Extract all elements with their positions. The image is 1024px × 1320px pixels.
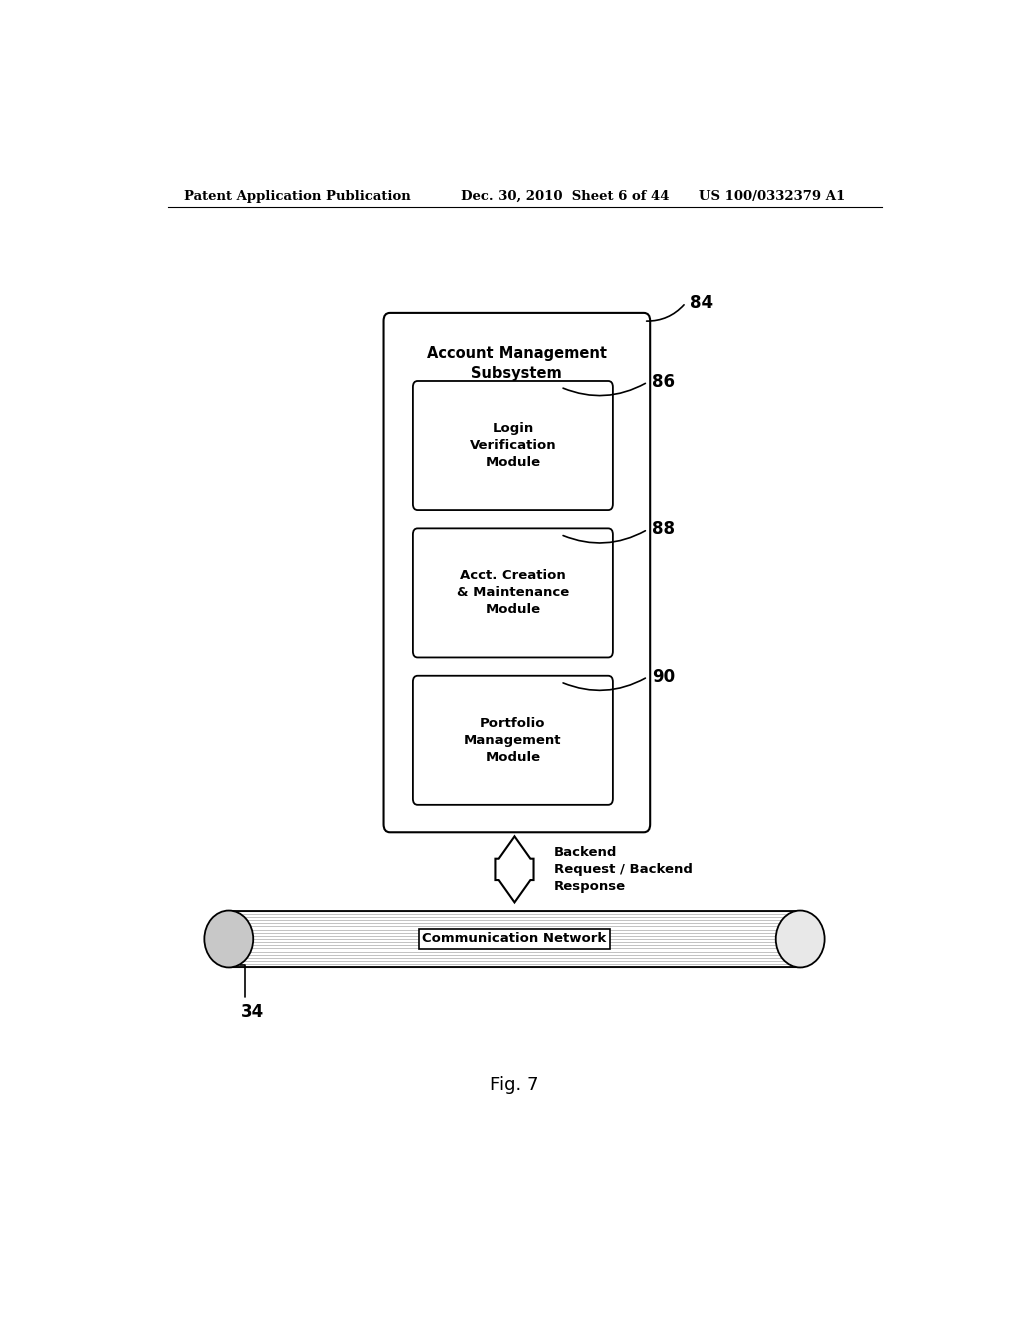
FancyBboxPatch shape [384,313,650,833]
Text: 86: 86 [652,374,675,391]
Text: US 100/0332379 A1: US 100/0332379 A1 [699,190,846,202]
Text: Fig. 7: Fig. 7 [490,1076,539,1094]
Text: Acct. Creation
& Maintenance
Module: Acct. Creation & Maintenance Module [457,569,569,616]
Text: 84: 84 [690,294,713,312]
Text: Communication Network: Communication Network [422,932,606,945]
Text: Account Management
Subsystem: Account Management Subsystem [427,346,607,381]
Text: Dec. 30, 2010  Sheet 6 of 44: Dec. 30, 2010 Sheet 6 of 44 [461,190,670,202]
FancyBboxPatch shape [413,528,613,657]
Text: Portfolio
Management
Module: Portfolio Management Module [464,717,561,764]
Text: Backend
Request / Backend
Response: Backend Request / Backend Response [554,846,693,892]
FancyBboxPatch shape [413,381,613,510]
Ellipse shape [776,911,824,968]
Text: Login
Verification
Module: Login Verification Module [470,422,556,469]
Ellipse shape [205,911,253,968]
Text: Patent Application Publication: Patent Application Publication [183,190,411,202]
Text: 90: 90 [652,668,675,686]
Text: 34: 34 [241,1003,264,1022]
Polygon shape [496,837,534,903]
Text: 88: 88 [652,520,675,539]
FancyBboxPatch shape [413,676,613,805]
